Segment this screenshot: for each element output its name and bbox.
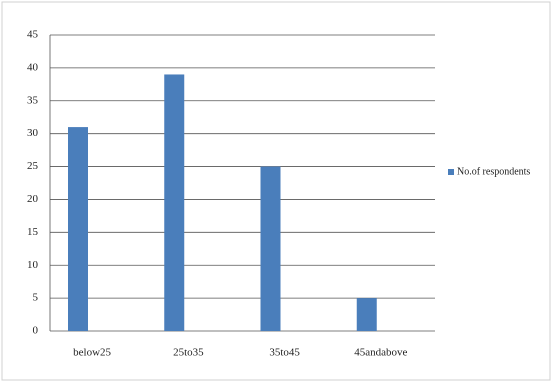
y-tick-label: 40	[27, 61, 39, 73]
y-tick-label: 45	[27, 29, 39, 41]
x-tick-label: 35to45	[269, 347, 300, 359]
y-tick-label: 5	[33, 292, 39, 304]
bar	[68, 127, 88, 331]
bar	[164, 74, 185, 331]
legend-swatch	[448, 169, 454, 175]
y-tick-label: 35	[27, 94, 39, 106]
y-tick-label: 30	[27, 127, 39, 139]
x-tick-label: below25	[73, 347, 111, 359]
y-tick-label: 0	[33, 325, 39, 337]
x-tick-label: 45andabove	[354, 347, 407, 359]
y-tick-label: 20	[27, 193, 39, 205]
x-tick-label: 25to35	[173, 347, 204, 359]
legend-label: No.of respondents	[457, 166, 530, 177]
y-tick-label: 25	[27, 160, 39, 172]
y-tick-label: 10	[27, 259, 39, 271]
y-tick-label: 15	[27, 226, 39, 238]
bar	[260, 166, 281, 331]
bar	[356, 298, 377, 331]
